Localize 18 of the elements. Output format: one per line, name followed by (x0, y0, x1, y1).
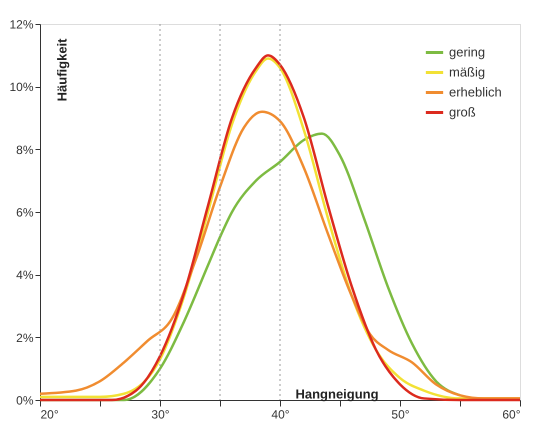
x-tick-label: 30° (151, 408, 170, 422)
y-tick-label: 8% (16, 142, 34, 157)
x-axis-title: Hangneigung (296, 386, 379, 402)
y-tick-label: 0% (16, 394, 34, 408)
y-tick-label: 2% (16, 330, 34, 345)
legend-label: erheblich (449, 84, 502, 100)
y-tick-label: 10% (9, 80, 34, 94)
legend-label: gering (449, 44, 486, 60)
legend-label: groß (449, 104, 476, 120)
y-axis-title: Häufigkeit (54, 38, 70, 102)
y-tick-label: 6% (16, 206, 34, 220)
y-tick-label: 4% (16, 268, 34, 282)
x-tick-label: 40° (271, 408, 290, 422)
y-tick-label: 12% (9, 18, 34, 32)
x-tick-label: 20° (40, 408, 59, 422)
x-tick-label: 50° (391, 408, 410, 422)
legend-label: mäßig (449, 64, 486, 80)
x-tick-label: 60° (502, 408, 521, 422)
